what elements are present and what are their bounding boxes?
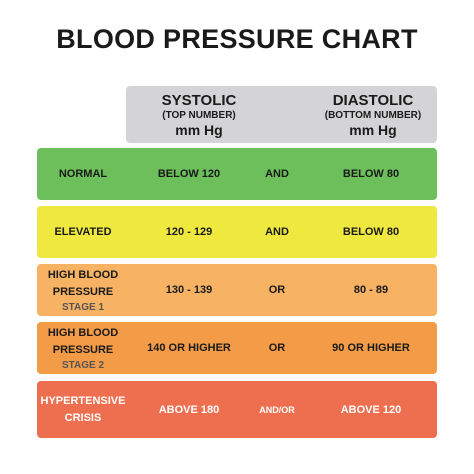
row: ELEVATED 120 - 129 AND BELOW 80 [37,206,437,258]
conjunction-cell: AND [265,226,289,238]
category-line: NORMAL [58,167,108,180]
title: BLOOD PRESSURE CHART [56,24,418,54]
category-line: HIGH BLOOD [47,326,119,339]
category-line: PRESSURE [52,285,114,298]
diastolic-cell: 90 OR HIGHER [332,342,410,354]
systolic-header: SYSTOLIC (TOP NUMBER) mm Hg [124,92,274,138]
row: HYPERTENSIVE CRISIS ABOVE 180 AND/OR ABOVE 1… [37,381,437,438]
row: NORMAL BELOW 120 AND BELOW 80 [37,148,437,200]
diastolic-header: DIASTOLIC (BOTTOM NUMBER) mm Hg [298,92,448,138]
category-cell: ELEVATED [37,206,129,258]
category-cell: HYPERTENSIVE CRISIS [37,381,129,438]
header-unit: mm Hg [349,122,397,138]
systolic-cell: 120 - 129 [165,226,213,238]
stage: STAGE 2 [61,359,105,371]
category-cell: NORMAL [37,148,129,200]
category-line: ELEVATED [54,225,112,238]
category-line: HIGH BLOOD [47,268,119,281]
systolic-cell: ABOVE 180 [158,403,220,416]
header-label: DIASTOLIC [332,92,414,109]
header-sub: (TOP NUMBER) [162,110,236,121]
systolic-cell: BELOW 120 [157,168,221,180]
category-line: CRISIS [64,411,102,424]
diastolic-cell: ABOVE 120 [340,403,402,416]
category-line: HYPERTENSIVE [40,394,126,407]
header-unit: mm Hg [175,122,223,138]
stage: STAGE 1 [61,301,105,313]
header-sub: (BOTTOM NUMBER) [324,110,422,121]
row: HIGH BLOOD PRESSURE STAGE 2 140 OR HIGHER OR… [37,322,437,374]
conjunction-cell: AND [265,168,289,180]
conjunction-cell: AND/OR [259,404,295,415]
category-line: PRESSURE [52,343,114,356]
diastolic-cell: BELOW 80 [342,226,400,238]
systolic-cell: 130 - 139 [165,284,213,296]
systolic-cell: 140 OR HIGHER [147,342,231,354]
diastolic-cell: 80 - 89 [353,284,389,296]
category-cell: HIGH BLOOD PRESSURE STAGE 2 [37,322,129,374]
row: HIGH BLOOD PRESSURE STAGE 1 130 - 139 OR 80 -… [37,264,437,316]
conjunction-cell: OR [268,284,286,296]
header-label: SYSTOLIC [161,92,237,109]
diastolic-cell: BELOW 80 [342,168,400,180]
conjunction-cell: OR [268,342,286,354]
category-cell: HIGH BLOOD PRESSURE STAGE 1 [37,264,129,316]
column-header: SYSTOLIC (TOP NUMBER) mm Hg DIASTOLIC (B… [126,86,437,143]
